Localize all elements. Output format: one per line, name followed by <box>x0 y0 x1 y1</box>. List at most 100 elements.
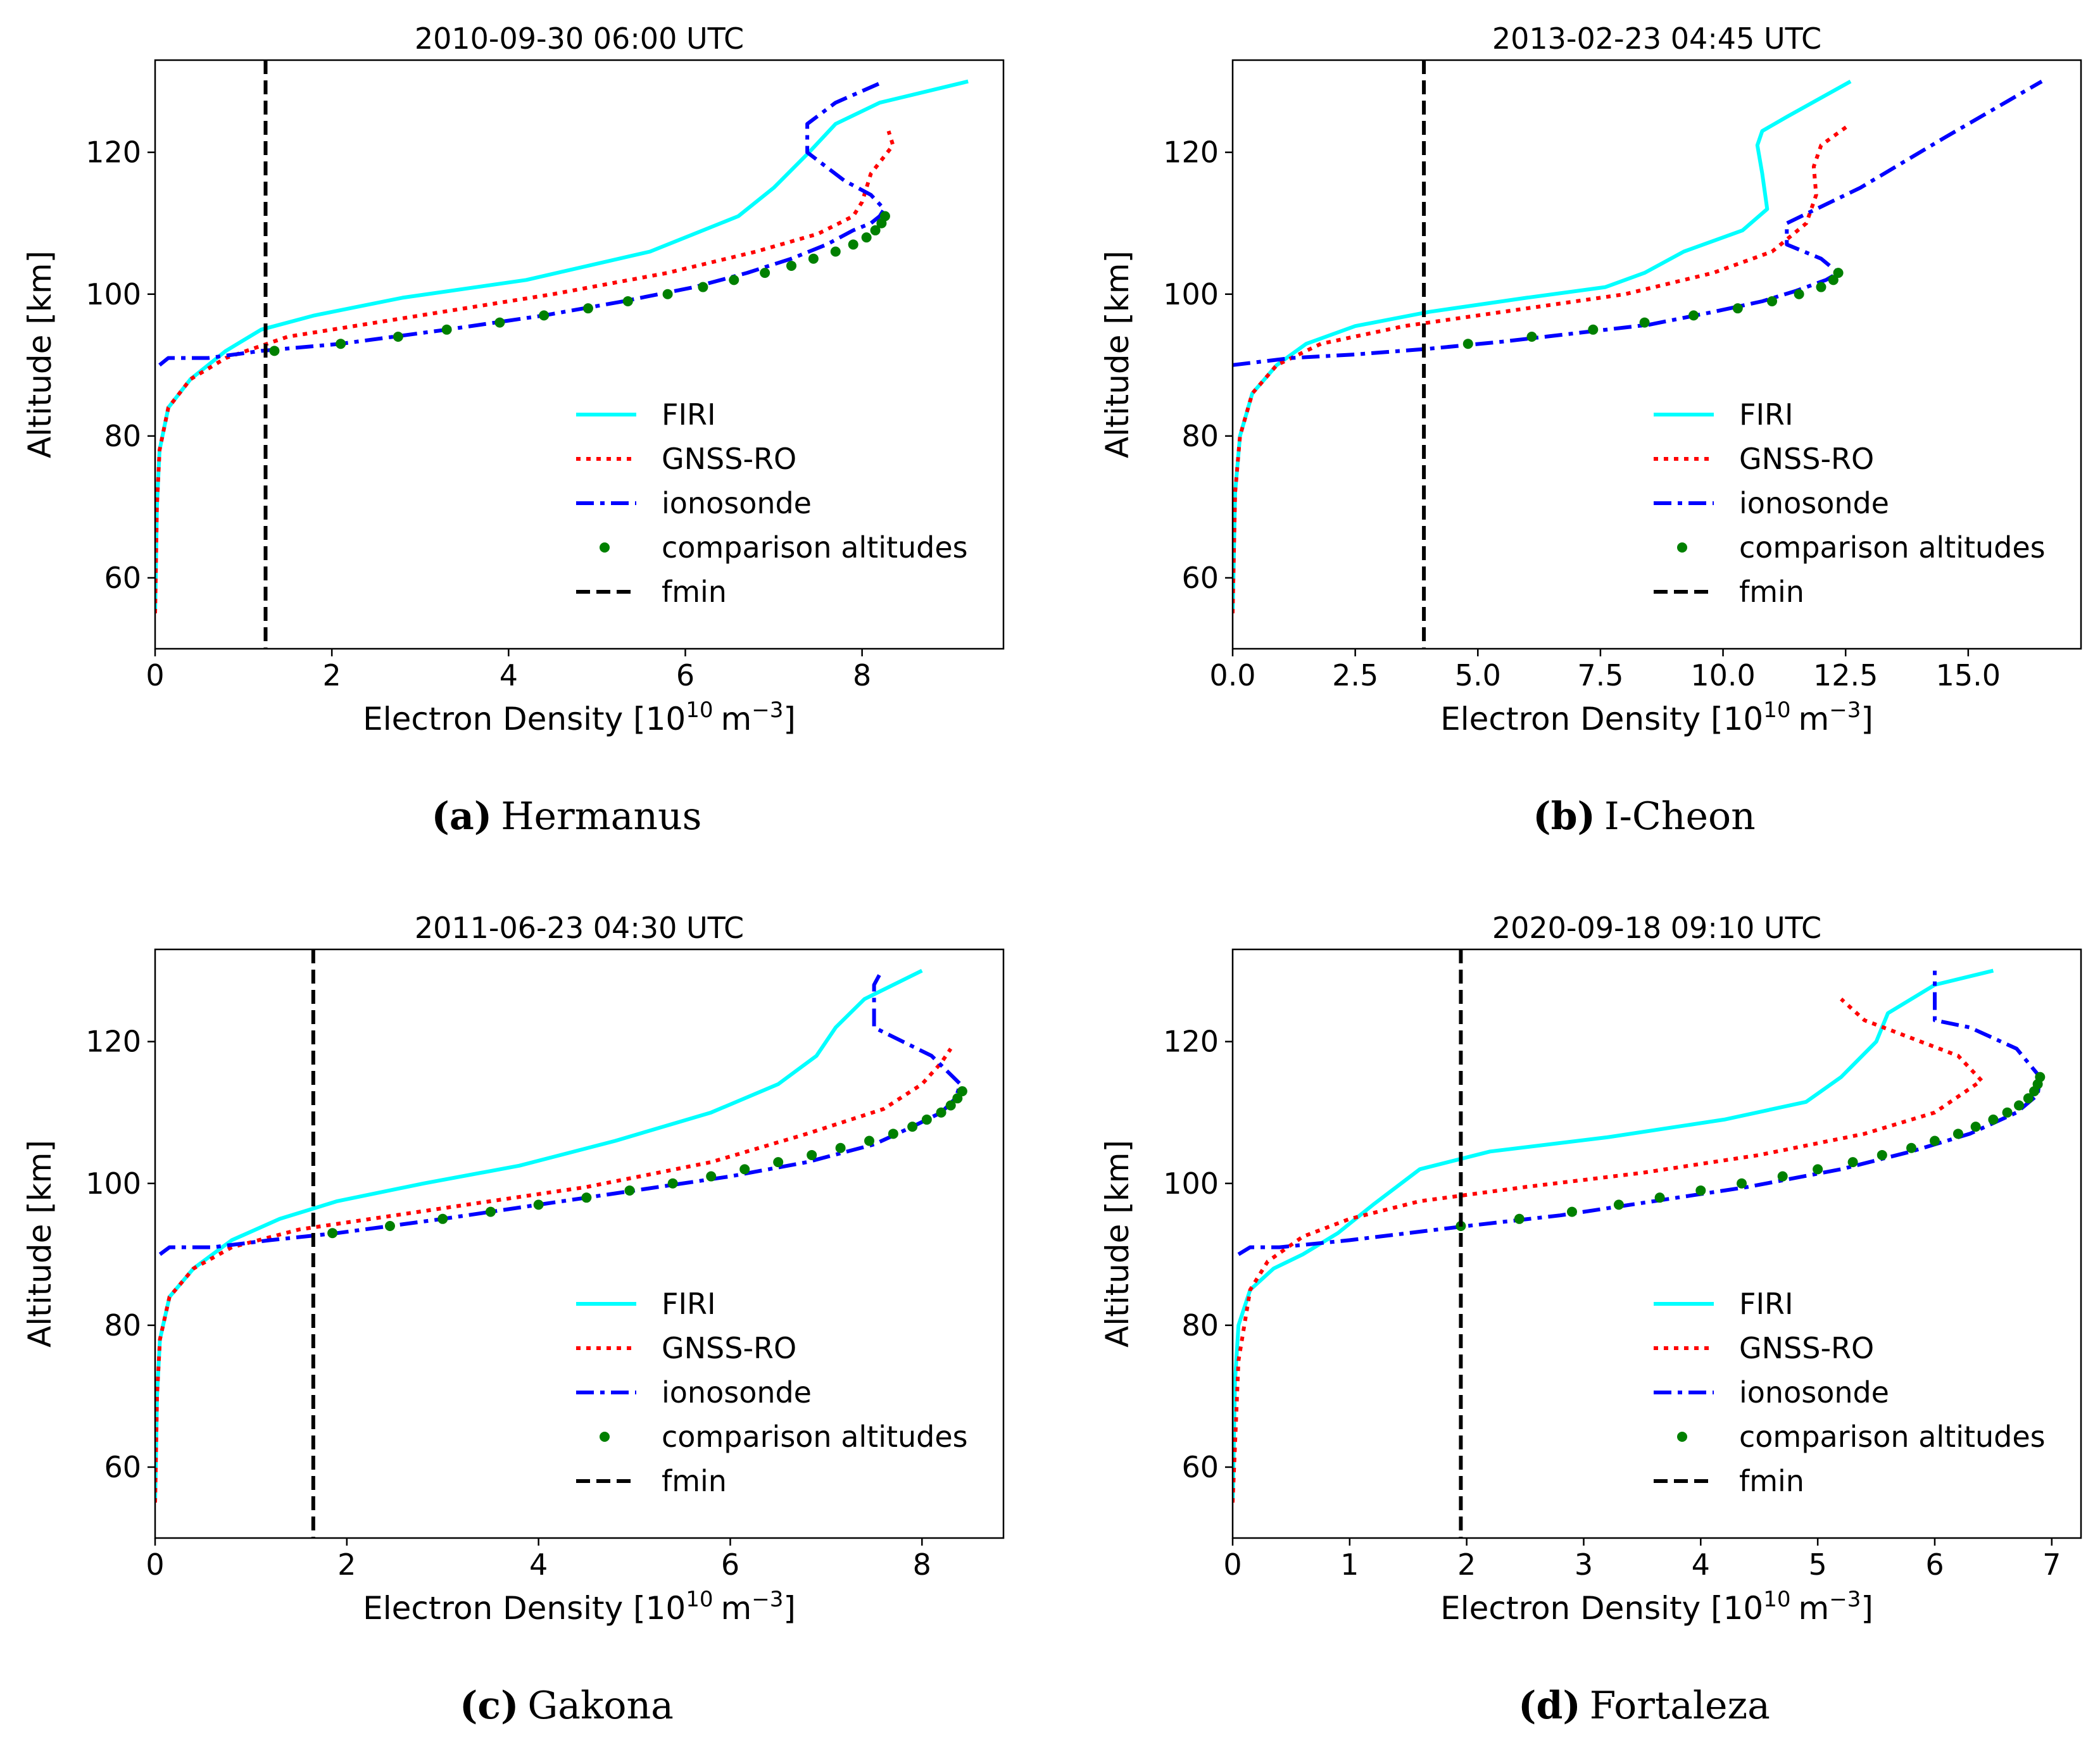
x-tick-label: 4 <box>529 1548 548 1582</box>
chart-title: 2011-06-23 04:30 UTC <box>415 911 744 945</box>
comparison-point <box>384 1220 395 1231</box>
comparison-point <box>921 1114 932 1125</box>
comparison-point <box>1588 324 1599 335</box>
y-tick-label: 80 <box>104 1308 141 1342</box>
legend-label: FIRI <box>1739 397 1794 432</box>
comparison-point <box>441 324 452 335</box>
legend: FIRI GNSS-RO ionosonde comparison altitudes… <box>576 1287 968 1498</box>
legend-label: comparison altitudes <box>1739 530 2046 565</box>
y-tick-label: 60 <box>1181 1450 1219 1484</box>
comparison-point <box>437 1213 448 1224</box>
x-axis-label: Electron Density [1010 m−3] <box>1440 697 1873 737</box>
comparison-point <box>1514 1213 1525 1224</box>
y-tick-label: 80 <box>104 419 141 453</box>
x-tick-label: 6 <box>676 658 695 692</box>
panel-caption: (b) I-Cheon <box>1533 794 1756 839</box>
y-tick-label: 100 <box>1163 1166 1219 1201</box>
legend-label: fmin <box>662 575 727 609</box>
comparison-point <box>864 1135 875 1146</box>
y-axis-label: Altitude [km] <box>1099 1140 1136 1348</box>
comparison-point <box>1695 1185 1706 1196</box>
comparison-point <box>1877 1149 1887 1160</box>
comparison-point <box>539 310 550 321</box>
comparison-point <box>835 1142 846 1153</box>
comparison-point <box>1794 289 1804 299</box>
x-tick-label: 3 <box>1575 1548 1593 1582</box>
comparison-point <box>1833 268 1844 278</box>
y-tick-label: 100 <box>1163 277 1219 311</box>
y-tick-label: 60 <box>104 1450 141 1484</box>
legend-label: comparison altitudes <box>662 530 968 565</box>
comparison-point <box>1567 1206 1577 1217</box>
comparison-point <box>1970 1122 1981 1132</box>
comparison-point <box>807 1149 817 1160</box>
legend-label: ionosonde <box>662 1375 812 1410</box>
comparison-point <box>494 317 505 328</box>
comparison-point <box>945 1100 956 1111</box>
plot-frame <box>154 948 1005 1539</box>
comparison-point <box>393 331 403 342</box>
x-tick-label: 0.0 <box>1209 658 1255 692</box>
plot-area <box>155 79 969 614</box>
comparison-point <box>786 260 796 271</box>
x-axis-label: Electron Density [1010 m−3] <box>363 1587 796 1627</box>
comparison-point <box>952 1093 963 1104</box>
comparison-point <box>1813 1164 1823 1175</box>
x-tick-label: 1 <box>1340 1548 1359 1582</box>
legend: FIRI GNSS-RO ionosonde comparison altitudes… <box>576 397 968 609</box>
panel-d: 2020-09-18 09:10 UTC 0 1 2 3 4 5 6 7 60 80 100 120 El… <box>1099 911 2082 1728</box>
series-line-firi <box>1233 79 1852 614</box>
y-tick-label: 120 <box>85 1025 141 1059</box>
comparison-point <box>1777 1171 1788 1182</box>
legend-label: GNSS-RO <box>662 442 796 476</box>
panel-a: 2010-09-30 06:00 UTC 0 2 4 6 8 60 80 100 120 Elect… <box>22 22 1005 839</box>
y-axis-label: Altitude [km] <box>22 1140 58 1348</box>
legend-label: FIRI <box>1739 1287 1794 1321</box>
legend-marker <box>1677 1432 1687 1442</box>
legend-label: comparison altitudes <box>662 1420 968 1454</box>
legend-marker <box>1677 542 1687 553</box>
chart-title: 2010-09-30 06:00 UTC <box>415 22 744 56</box>
series-line-ionosonde <box>158 79 886 367</box>
series-line-ionosonde <box>1233 80 2043 367</box>
plot-frame <box>1231 59 2082 650</box>
comparison-point <box>739 1164 750 1175</box>
x-axis-label: Electron Density [1010 m−3] <box>363 697 796 737</box>
legend-label: GNSS-RO <box>1739 442 1874 476</box>
x-tick-label: 0 <box>1223 1548 1242 1582</box>
comparison-point <box>888 1129 898 1139</box>
comparison-point <box>760 268 770 278</box>
comparison-point <box>936 1107 946 1118</box>
series-line-firi <box>155 968 923 1503</box>
legend-label: GNSS-RO <box>662 1331 796 1365</box>
x-tick-label: 6 <box>1925 1548 1944 1582</box>
comparison-point <box>327 1228 338 1239</box>
comparison-point <box>1526 331 1537 342</box>
comparison-point <box>667 1178 678 1189</box>
comparison-point <box>2023 1093 2034 1104</box>
panel-caption: (a) Hermanus <box>432 794 702 839</box>
x-tick-label: 8 <box>913 1548 931 1582</box>
chart-title: 2013-02-23 04:45 UTC <box>1492 22 1821 56</box>
comparison-point <box>1639 317 1650 328</box>
x-tick-label: 6 <box>721 1548 739 1582</box>
y-tick-label: 60 <box>104 561 141 595</box>
comparison-point <box>773 1157 784 1168</box>
x-tick-label: 2 <box>1457 1548 1476 1582</box>
comparison-point <box>624 1185 635 1196</box>
legend-label: fmin <box>1739 1464 1804 1498</box>
comparison-point <box>1952 1129 1963 1139</box>
x-tick-label: 8 <box>853 658 871 692</box>
legend: FIRI GNSS-RO ionosonde comparison altitudes… <box>1654 397 2046 609</box>
comparison-point <box>1654 1192 1665 1203</box>
x-tick-label: 0 <box>146 1548 164 1582</box>
x-tick-label: 12.5 <box>1813 658 1878 692</box>
comparison-point <box>1988 1114 1999 1125</box>
legend-label: comparison altitudes <box>1739 1420 2046 1454</box>
series-line-ionosonde <box>158 970 962 1256</box>
comparison-point <box>1462 339 1473 349</box>
y-tick-label: 120 <box>85 135 141 170</box>
comparison-point <box>957 1086 967 1097</box>
y-axis-label: Altitude [km] <box>22 251 58 458</box>
